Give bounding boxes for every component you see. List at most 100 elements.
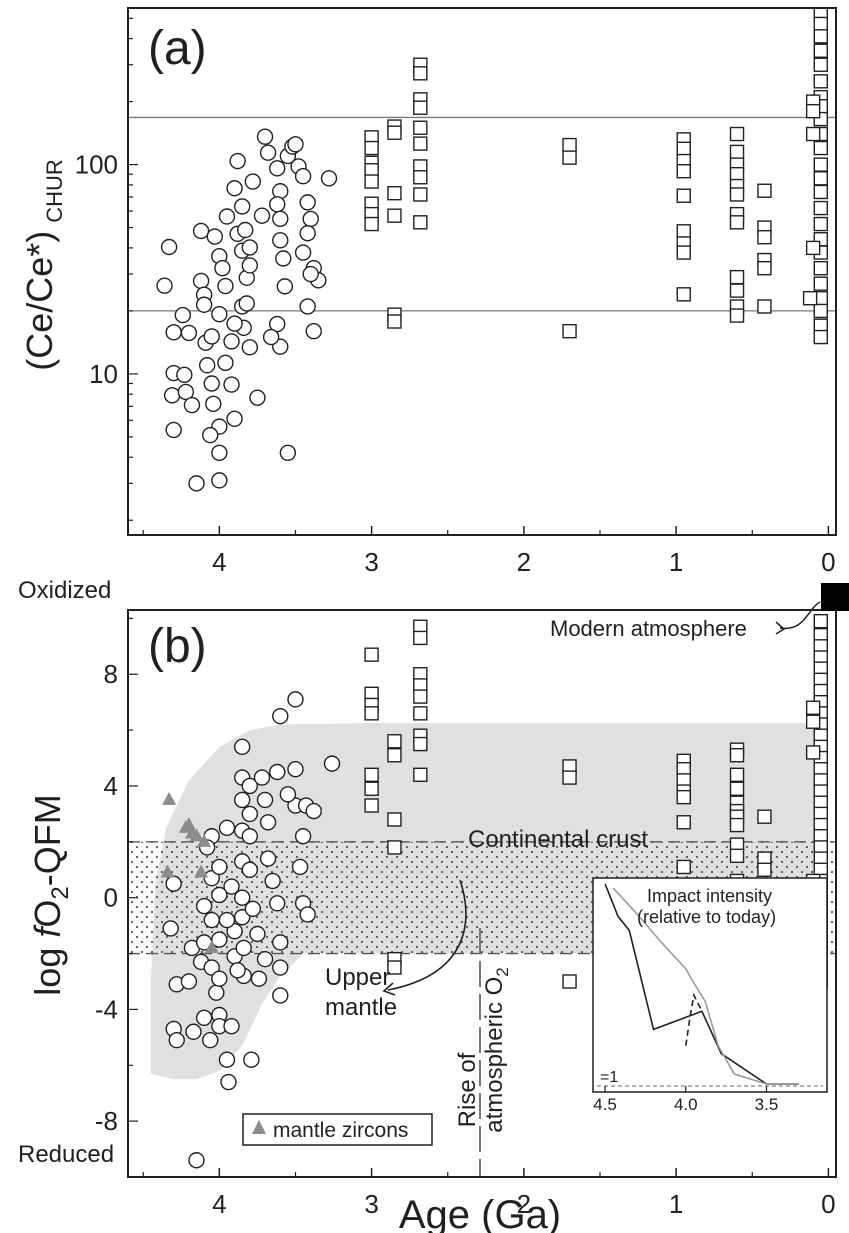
data-point-circle bbox=[192, 222, 210, 240]
data-point-circle bbox=[188, 475, 205, 492]
data-point-square bbox=[676, 815, 691, 830]
modern-atmosphere-marker bbox=[821, 583, 849, 611]
data-point-circle bbox=[272, 232, 289, 249]
data-point-square bbox=[413, 170, 428, 185]
data-point-circle bbox=[272, 987, 289, 1004]
data-point-square bbox=[802, 291, 818, 306]
data-point-square bbox=[805, 240, 821, 256]
x-tick-label: 2 bbox=[517, 547, 531, 577]
data-point-circle bbox=[294, 244, 312, 261]
data-point-circle bbox=[211, 305, 228, 323]
data-point-circle bbox=[259, 144, 277, 161]
upper-mantle-label-line1: Upper bbox=[325, 964, 390, 991]
data-point-circle bbox=[223, 1017, 240, 1035]
y-tick-label: 100 bbox=[75, 150, 118, 180]
data-point-square bbox=[813, 184, 828, 200]
data-point-circle bbox=[250, 970, 268, 987]
data-point-triangle bbox=[160, 864, 175, 878]
data-point-circle bbox=[223, 878, 240, 895]
data-point-circle bbox=[249, 389, 266, 406]
data-point-square bbox=[813, 43, 828, 58]
data-point-circle bbox=[294, 828, 312, 845]
panel-a-label: (a) bbox=[148, 22, 207, 75]
data-point-circle bbox=[214, 259, 231, 277]
data-point-square bbox=[813, 171, 828, 186]
data-point-square bbox=[562, 323, 577, 339]
data-point-square bbox=[413, 215, 428, 230]
data-point-circle bbox=[218, 819, 236, 837]
data-point-circle bbox=[195, 897, 213, 915]
data-point-square bbox=[729, 781, 745, 796]
data-point-circle bbox=[241, 777, 259, 795]
data-point-circle bbox=[259, 850, 277, 867]
data-point-triangle bbox=[204, 939, 219, 953]
data-point-square bbox=[364, 706, 379, 721]
data-point-circle bbox=[206, 228, 223, 245]
data-point-circle bbox=[217, 354, 234, 372]
data-point-square bbox=[413, 66, 428, 81]
data-point-circle bbox=[174, 306, 192, 324]
panel-b-ylabel: log fO2-QFM bbox=[27, 794, 74, 995]
data-point-circle bbox=[185, 1023, 202, 1040]
x-tick-label: 2 bbox=[517, 1189, 531, 1219]
data-point-triangle bbox=[194, 864, 209, 878]
y-tick-label: 4 bbox=[104, 771, 118, 801]
data-point-circle bbox=[302, 210, 319, 228]
panel-a-ylabel: (Ce/Ce*)CHUR bbox=[19, 159, 67, 371]
data-point-circle bbox=[165, 875, 182, 892]
data-point-circle bbox=[226, 315, 243, 332]
data-point-circle bbox=[287, 691, 304, 708]
inset-x-tick-label: 4.0 bbox=[674, 1095, 698, 1114]
data-point-circle bbox=[262, 328, 280, 346]
data-point-circle bbox=[233, 909, 251, 926]
data-point-circle bbox=[256, 950, 274, 968]
x-tick-label: 1 bbox=[669, 1189, 683, 1219]
data-point-square bbox=[757, 229, 772, 245]
inset-series-1 bbox=[612, 887, 799, 1085]
data-point-circle bbox=[238, 295, 255, 312]
data-point-square bbox=[413, 767, 428, 782]
data-point-triangle bbox=[197, 833, 212, 847]
data-point-circle bbox=[203, 375, 220, 392]
data-point-circle bbox=[233, 889, 251, 906]
data-point-circle bbox=[241, 805, 259, 823]
inset-x-tick-label: 3.5 bbox=[755, 1095, 779, 1114]
panel-b-ticks: 4 3 2 1 0 -8 -4 0 4 8 bbox=[95, 617, 836, 1219]
panel-b-frame bbox=[127, 609, 837, 1178]
data-point-square bbox=[813, 29, 828, 44]
data-point-circle bbox=[223, 376, 240, 393]
data-point-circle bbox=[256, 791, 274, 809]
data-point-circle bbox=[243, 1051, 260, 1068]
data-point-square bbox=[813, 157, 828, 172]
data-point-circle bbox=[229, 962, 246, 979]
upper-mantle-label-line2: mantle bbox=[325, 994, 397, 1021]
data-point-circle bbox=[299, 298, 316, 315]
inset-x-tick-label: 4.5 bbox=[593, 1095, 617, 1114]
data-point-circle bbox=[202, 1031, 219, 1049]
data-point-circle bbox=[241, 861, 259, 878]
data-point-square bbox=[676, 224, 691, 239]
panel-b-xlabel: Age (Ga) bbox=[399, 1193, 561, 1233]
data-point-circle bbox=[198, 357, 216, 374]
data-point-square bbox=[805, 126, 821, 142]
data-point-circle bbox=[320, 170, 338, 187]
y-tick-label: -8 bbox=[95, 1106, 118, 1136]
data-point-circle bbox=[235, 939, 252, 957]
data-point-square bbox=[813, 276, 828, 291]
data-point-circle bbox=[218, 208, 236, 225]
data-point-circle bbox=[291, 858, 309, 876]
data-point-circle bbox=[299, 906, 316, 923]
x-tick-label: 0 bbox=[821, 1189, 835, 1219]
data-point-circle bbox=[165, 324, 182, 341]
data-point-square bbox=[364, 647, 379, 662]
data-point-square bbox=[676, 245, 691, 260]
data-point-circle bbox=[272, 934, 289, 951]
data-point-circle bbox=[156, 277, 173, 294]
data-point-square bbox=[757, 809, 772, 824]
data-point-square bbox=[813, 329, 828, 345]
data-point-circle bbox=[205, 395, 222, 412]
data-point-circle bbox=[269, 895, 286, 912]
data-point-square bbox=[729, 817, 745, 833]
data-point-square bbox=[676, 164, 691, 179]
